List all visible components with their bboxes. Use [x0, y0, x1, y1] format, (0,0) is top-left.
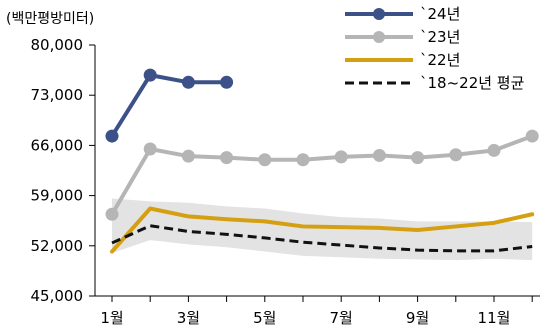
x-tick-label: 7월 [330, 309, 353, 327]
legend-label: `18~22년 평균 [420, 74, 525, 92]
legend-label: `22년 [420, 51, 460, 69]
data-point [258, 153, 272, 167]
data-point [143, 68, 157, 82]
range-band [112, 198, 533, 261]
series-line [110, 73, 229, 139]
data-point [372, 148, 386, 162]
y-tick-label: 80,000 [31, 36, 84, 54]
y-tick-label: 73,000 [31, 86, 84, 104]
data-point [220, 75, 234, 89]
series-line [110, 206, 535, 254]
legend-marker [373, 8, 385, 20]
x-tick-label: 5월 [253, 309, 276, 327]
y-tick-label: 66,000 [31, 136, 84, 154]
data-point [181, 149, 195, 163]
y-tick-label: 52,000 [31, 237, 84, 255]
y-unit-label: (백만평방미터) [6, 11, 94, 27]
data-point [220, 151, 234, 165]
series-line [111, 224, 533, 253]
data-point [449, 148, 463, 162]
data-point [143, 142, 157, 156]
x-tick-label: 1월 [100, 309, 123, 327]
data-point [181, 75, 195, 89]
y-tick-label: 59,000 [31, 187, 84, 205]
x-tick-label: 3월 [177, 309, 200, 327]
data-point [525, 129, 539, 143]
x-tick-label: 9월 [406, 309, 429, 327]
legend-marker [373, 31, 385, 43]
data-point [411, 151, 425, 165]
x-tick-label: 11월 [478, 309, 511, 327]
data-point [334, 150, 348, 164]
data-point [487, 143, 501, 157]
data-point [296, 153, 310, 167]
legend-label: `23년 [420, 28, 460, 46]
y-tick-label: 45,000 [31, 287, 84, 305]
data-point [105, 129, 119, 143]
legend-label: `24년 [420, 5, 460, 23]
data-point [105, 207, 119, 221]
